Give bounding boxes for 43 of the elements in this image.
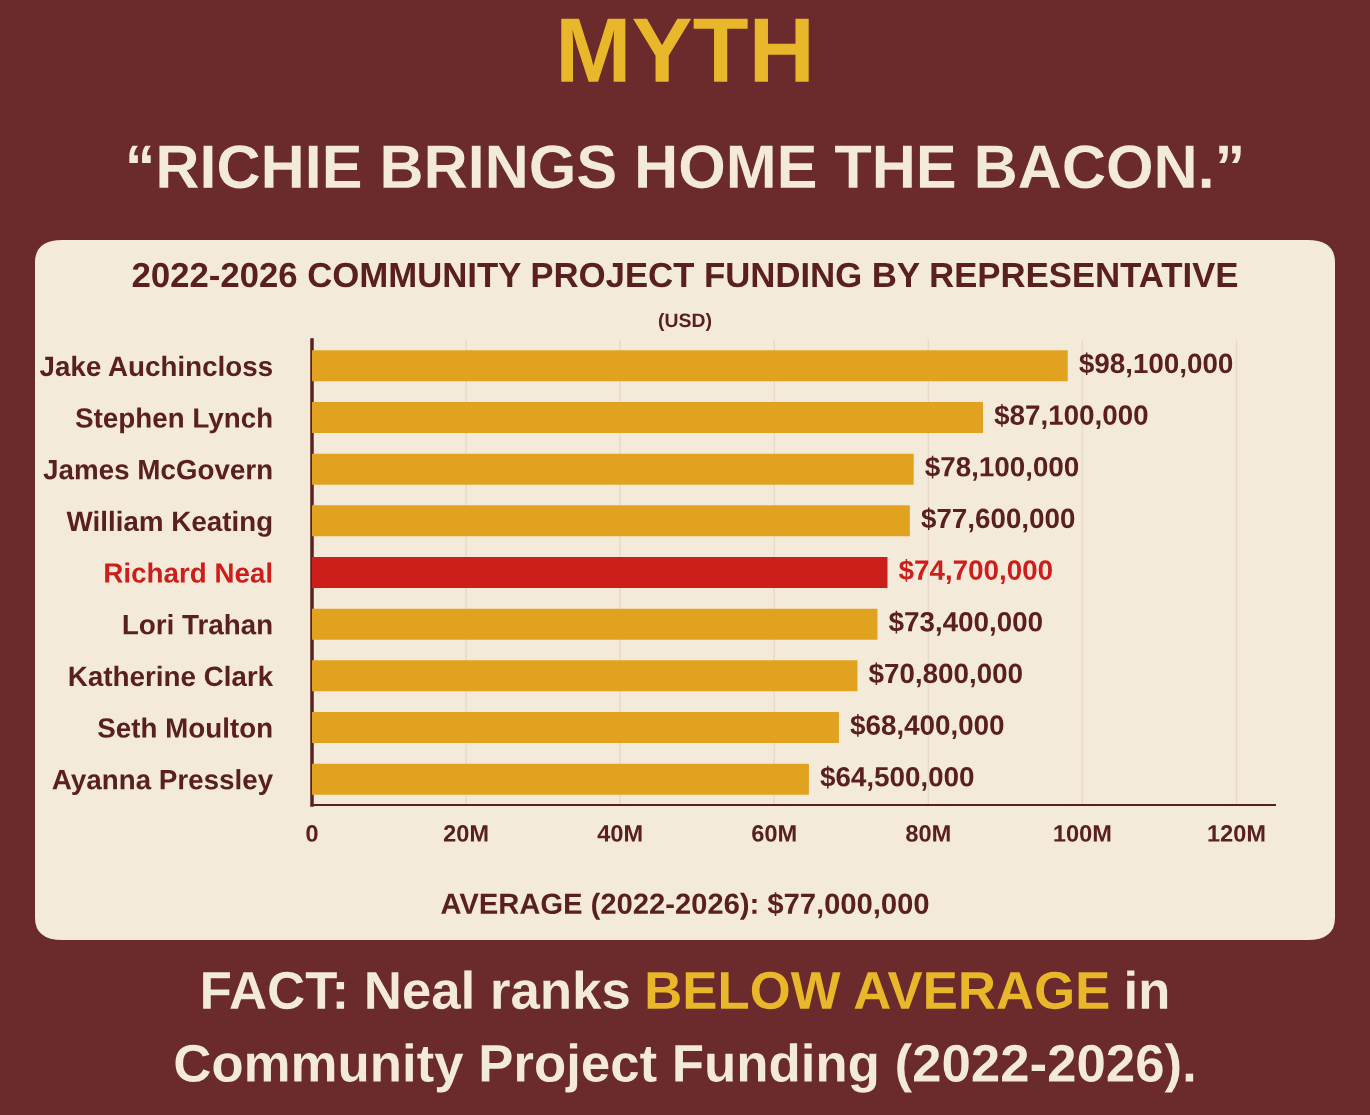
y-tick-label: Richard Neal (105, 562, 272, 583)
y-tick-label: Lori Trahan (123, 614, 272, 635)
bar (312, 453, 914, 485)
bar (312, 712, 839, 743)
text: (USD) (658, 312, 712, 332)
x-tick-label: 100M (1054, 825, 1111, 842)
data-label: $70,800,000 (868, 662, 1022, 688)
data-label: $87,100,000 (994, 404, 1148, 429)
bar (312, 660, 858, 692)
y-tick-label: Ayanna Pressley (52, 769, 273, 795)
x-tick-label: 60M (752, 825, 796, 842)
data-label: $68,400,000 (850, 714, 1004, 739)
bar (312, 557, 888, 588)
y-tick-label: William Keating (66, 510, 272, 537)
x-tick-label: 0 (306, 825, 318, 842)
data-label: $78,100,000 (925, 455, 1079, 481)
y-tick-label: Seth Moulton (98, 717, 272, 738)
bar (312, 608, 878, 640)
x-tick-label: 40M (597, 825, 642, 842)
y-tick-label: James McGovern (43, 459, 272, 480)
data-label: $98,100,000 (1079, 352, 1233, 378)
y-tick-label: Katherine Clark (69, 665, 274, 687)
y-tick-label: Jake Auchincloss (39, 355, 272, 377)
x-tick-label: 20M (443, 825, 488, 842)
text: in (1127, 970, 1168, 1009)
text: 2022-2026 COMMUNITY PROJECT FUNDING BY REPRESENTATIVE (132, 262, 1238, 288)
data-label: $74,700,000 (898, 559, 1052, 584)
bar (312, 402, 984, 433)
chart-subtitle: “RICHIE BRINGS HOME THE BACON.” (129, 145, 1241, 189)
bar (312, 505, 910, 537)
text: AVERAGE (2022-2026): $77,000,000 (441, 892, 929, 920)
text: BELOW AVERAGE (647, 971, 1109, 1010)
bar (312, 763, 809, 795)
bar (312, 350, 1068, 382)
chart-title: MYTH (561, 18, 809, 82)
x-tick-label: 120M (1208, 825, 1265, 842)
data-label: $73,400,000 (888, 610, 1042, 636)
data-label: $64,500,000 (820, 765, 974, 791)
text: Community Project Funding (2022-2026). (175, 1043, 1194, 1093)
x-tick-label: 80M (906, 825, 950, 842)
data-label: $77,600,000 (921, 507, 1075, 533)
y-tick-label: Stephen Lynch (75, 407, 272, 434)
text: FACT: Neal ranks (203, 970, 629, 1010)
